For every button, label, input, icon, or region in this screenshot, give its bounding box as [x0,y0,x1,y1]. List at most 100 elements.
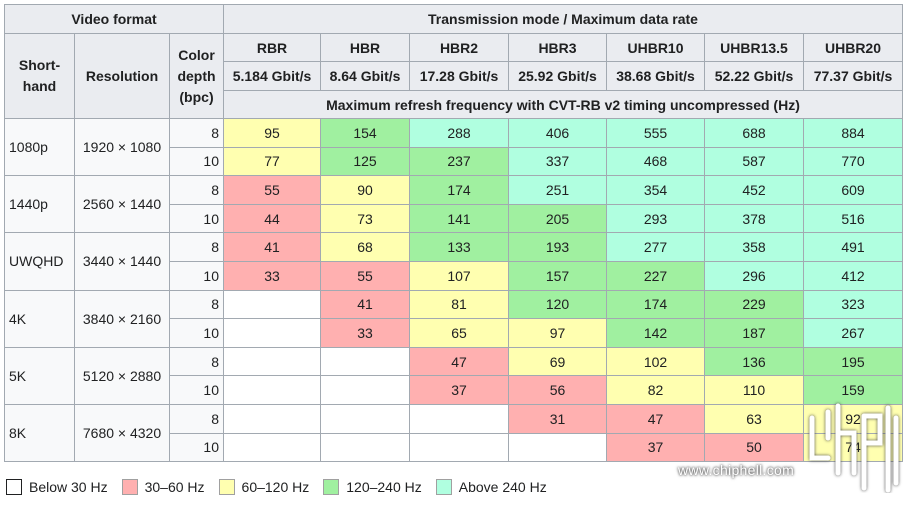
legend-label: 60–120 Hz [241,479,310,495]
depth-cell: 10 [169,318,224,348]
refresh-value-cell: 136 [704,346,804,377]
refresh-value-cell [508,432,607,463]
refresh-value-cell: 33 [223,260,321,291]
depth-cell: 8 [169,232,224,262]
color-depth-header: Color depth (bpc) [169,33,224,119]
resolution-cell: 5120 × 2880 [74,346,170,405]
shorthand-cell: 1080p [4,117,75,177]
refresh-value-cell: 378 [704,203,804,234]
refresh-value-cell: 44 [223,203,321,234]
mode-name-uhbr13-5: UHBR13.5 [704,33,804,62]
legend-swatch [218,479,235,495]
mode-name-hbr2: HBR2 [409,33,509,62]
refresh-subheader: Maximum refresh frequency with CVT-RB v2… [223,90,903,119]
refresh-value-cell [223,346,321,377]
refresh-value-cell: 68 [320,232,410,262]
legend-swatch [6,479,22,495]
refresh-value-cell: 229 [704,289,804,320]
mode-rate-hbr2: 17.28 Gbit/s [409,61,509,91]
refresh-value-cell: 92 [803,403,903,434]
refresh-value-cell: 555 [606,118,705,148]
refresh-value-cell: 251 [508,175,607,205]
depth-cell: 10 [169,146,224,177]
resolution-cell: 7680 × 4320 [74,403,170,463]
legend-item: 60–120 Hz [218,479,310,495]
table-row: 5K 5120 × 2880 8 47 69 102 136 195 [4,346,903,405]
legend-label: Below 30 Hz [29,479,108,495]
video-format-header: Video format [4,4,224,34]
refresh-value-cell [409,403,509,434]
refresh-value-cell: 142 [606,318,705,348]
depth-cell: 8 [169,175,224,205]
color-legend: Below 30 Hz 30–60 Hz 60–120 Hz 120–240 Hz Ab… [6,477,561,497]
refresh-value-cell: 55 [320,260,410,291]
refresh-value-cell: 412 [803,260,903,291]
refresh-value-cell: 97 [508,318,607,348]
mode-name-rbr: RBR [223,33,321,62]
transmission-header: Transmission mode / Maximum data rate [223,4,903,34]
refresh-value-cell: 195 [803,346,903,377]
refresh-value-cell: 33 [320,318,410,348]
legend-swatch [323,479,340,495]
refresh-value-cell: 31 [508,403,607,434]
refresh-value-cell: 193 [508,232,607,262]
depth-cell: 8 [169,403,224,434]
refresh-value-cell: 267 [803,318,903,348]
legend-swatch [121,479,138,495]
shorthand-cell: 5K [4,346,75,405]
table-row: 10 33 65 97 142 187 267 [5,318,903,348]
table-body: 1080p 1920 × 1080 8 95 154 288 406 555 688 884 10 7… [4,117,903,463]
mode-rate-uhbr10: 38.68 Gbit/s [606,61,705,91]
refresh-value-cell: 41 [223,232,321,262]
mode-rate-rbr: 5.184 Gbit/s [223,61,321,91]
refresh-value-cell: 237 [409,146,509,177]
refresh-value-cell: 609 [803,175,903,205]
table-row: UWQHD 3440 × 1440 8 41 68 133 193 277 358 491 [4,232,903,291]
mode-name-hbr: HBR [320,33,410,62]
refresh-value-cell: 65 [409,318,509,348]
refresh-value-cell [320,375,410,405]
legend-swatch [435,479,452,495]
legend-item: 30–60 Hz [121,479,205,495]
table-row: 10 37 56 82 110 159 [5,375,903,405]
refresh-value-cell: 37 [409,375,509,405]
table-header: Video format Transmission mode / Maximum… [4,4,903,119]
refresh-value-cell [320,403,410,434]
refresh-rate-table: Video format Transmission mode / Maximum… [4,4,903,463]
depth-cell: 8 [169,289,224,320]
refresh-value-cell: 288 [409,118,509,148]
resolution-cell: 1920 × 1080 [74,117,170,177]
depth-cell: 10 [169,375,224,405]
refresh-value-cell: 120 [508,289,607,320]
mode-rate-hbr: 8.64 Gbit/s [320,61,410,91]
refresh-value-cell: 293 [606,203,705,234]
mode-name-uhbr20: UHBR20 [803,33,903,62]
refresh-value-cell: 95 [223,118,321,148]
refresh-value-cell: 157 [508,260,607,291]
depth-cell: 10 [169,432,224,463]
refresh-value-cell: 37 [606,432,705,463]
depth-cell: 10 [169,260,224,291]
refresh-value-cell: 491 [803,232,903,262]
resolution-cell: 3840 × 2160 [74,289,170,348]
refresh-value-cell: 187 [704,318,804,348]
refresh-value-cell: 154 [320,118,410,148]
refresh-value-cell: 884 [803,118,903,148]
refresh-value-cell [320,432,410,463]
refresh-value-cell [223,432,321,463]
mode-name-hbr3: HBR3 [508,33,607,62]
legend-item: 120–240 Hz [323,479,422,495]
legend-label: Above 240 Hz [458,479,547,495]
table-row: 1440p 2560 × 1440 8 55 90 174 251 354 452 609 [4,175,903,234]
mode-name-uhbr10: UHBR10 [606,33,705,62]
refresh-value-cell [223,289,321,320]
mode-rate-uhbr13-5: 52.22 Gbit/s [704,61,804,91]
refresh-value-cell: 102 [606,346,705,377]
legend-item: Above 240 Hz [435,479,547,495]
shorthand-cell: 4K [4,289,75,348]
refresh-value-cell: 277 [606,232,705,262]
refresh-value-cell [320,346,410,377]
refresh-value-cell: 770 [803,146,903,177]
shorthand-cell: UWQHD [4,232,75,291]
refresh-value-cell: 77 [223,146,321,177]
